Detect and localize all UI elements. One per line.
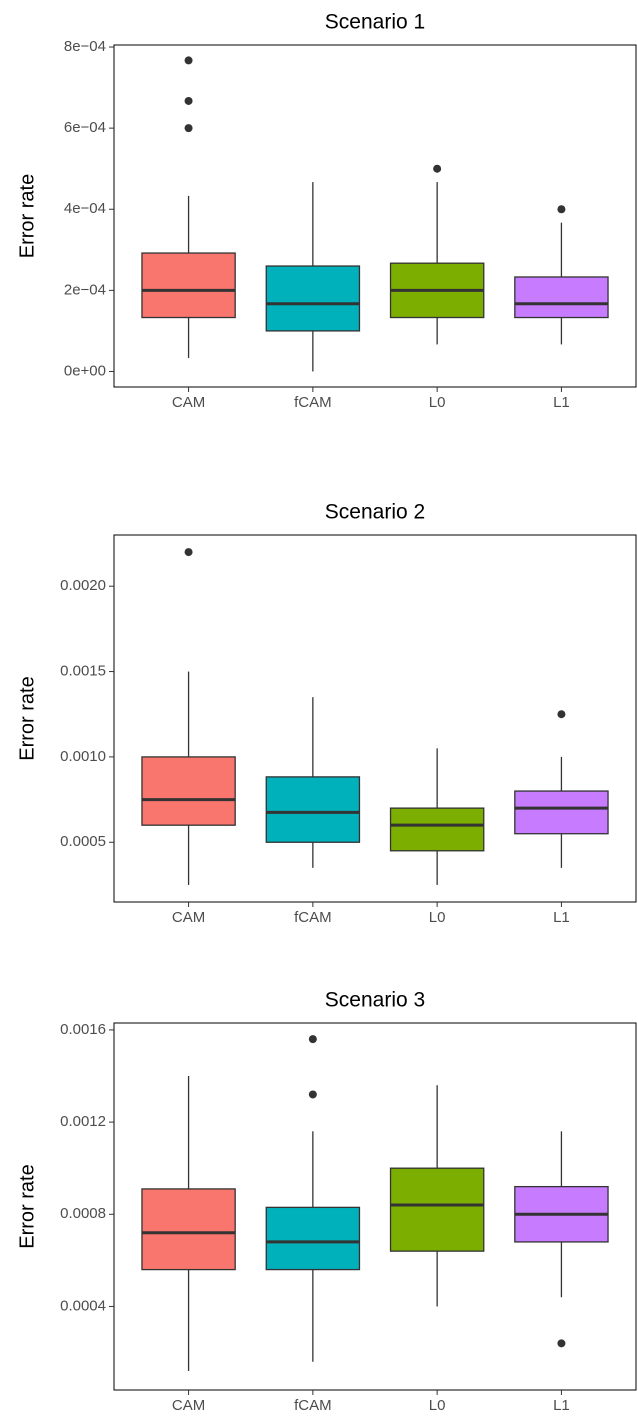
outlier xyxy=(308,1035,317,1044)
box xyxy=(141,1188,236,1271)
box xyxy=(389,807,485,852)
y-tick-label: 0.0012 xyxy=(60,1113,106,1130)
y-tick-label: 0.0016 xyxy=(60,1021,106,1038)
y-tick-label: 8e−04 xyxy=(64,38,106,55)
x-tick-label: L0 xyxy=(429,394,446,411)
box xyxy=(265,1206,361,1271)
outlier xyxy=(184,548,193,557)
outlier xyxy=(557,1339,566,1348)
outlier xyxy=(557,710,566,719)
panel-border xyxy=(113,534,637,903)
x-tick-label: L1 xyxy=(553,1397,570,1414)
chart-title: Scenario 3 xyxy=(325,989,425,1012)
outlier xyxy=(433,164,442,173)
y-tick-label: 0e+00 xyxy=(64,362,106,379)
y-tick-label: 4e−04 xyxy=(64,200,106,217)
y-tick-label: 0.0005 xyxy=(60,833,106,850)
outlier xyxy=(184,96,193,105)
x-tick-label: L1 xyxy=(553,394,570,411)
y-axis-label: Error rate xyxy=(16,1164,38,1248)
y-tick-label: 0.0015 xyxy=(60,663,106,680)
x-tick-label: fCAM xyxy=(294,394,332,411)
y-tick-label: 0.0020 xyxy=(60,577,106,594)
panel-border xyxy=(113,44,637,388)
chart-title: Scenario 2 xyxy=(325,501,425,524)
outlier xyxy=(557,205,566,214)
x-tick-label: fCAM xyxy=(294,1397,332,1414)
y-axis-label: Error rate xyxy=(16,676,38,760)
y-tick-label: 0.0010 xyxy=(60,748,106,765)
box xyxy=(514,276,609,319)
y-tick-label: 6e−04 xyxy=(64,119,106,136)
y-tick-label: 0.0008 xyxy=(60,1205,106,1222)
x-tick-label: fCAM xyxy=(294,909,332,926)
y-tick-label: 2e−04 xyxy=(64,281,106,298)
box xyxy=(141,756,236,826)
box xyxy=(265,776,361,843)
x-tick-label: CAM xyxy=(172,909,205,926)
box xyxy=(265,265,361,332)
x-tick-label: CAM xyxy=(172,1397,205,1414)
panel-border xyxy=(113,1022,637,1391)
outlier xyxy=(308,1090,317,1099)
outlier xyxy=(184,124,193,133)
box xyxy=(514,790,609,835)
y-tick-label: 0.0004 xyxy=(60,1297,106,1314)
box xyxy=(389,1167,485,1252)
x-tick-label: CAM xyxy=(172,394,205,411)
x-tick-label: L0 xyxy=(429,1397,446,1414)
x-tick-label: L0 xyxy=(429,909,446,926)
y-axis-label: Error rate xyxy=(16,174,38,258)
chart-title: Scenario 1 xyxy=(325,11,425,34)
outlier xyxy=(184,56,193,65)
box xyxy=(141,252,236,319)
x-tick-label: L1 xyxy=(553,909,570,926)
